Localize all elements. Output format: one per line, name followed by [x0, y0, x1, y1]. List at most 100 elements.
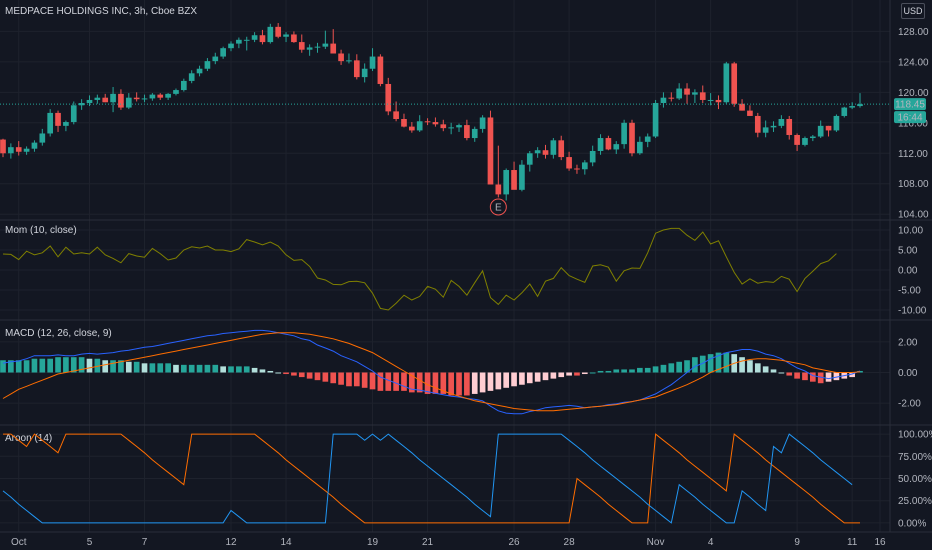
candle-body	[409, 126, 415, 131]
candle-body	[424, 121, 431, 123]
candle-body	[794, 134, 800, 145]
macd-histogram-bar	[102, 360, 109, 373]
macd-line	[2, 329, 861, 415]
macd-histogram-bar	[652, 366, 659, 373]
candle-body	[511, 170, 517, 190]
macd-histogram-bar	[479, 372, 486, 393]
macd-pane[interactable]: MACD (12, 26, close, 9) -2.00 0.00 2.00	[0, 328, 921, 415]
macd-axis[interactable]: -2.00 0.00 2.00	[898, 337, 921, 409]
macd-histogram-bar	[668, 363, 675, 373]
macd-histogram-bar	[519, 372, 525, 385]
macd-histogram-bar	[684, 360, 690, 373]
time-axis-label: 28	[564, 537, 576, 548]
time-axis-label: 11	[847, 537, 858, 548]
macd-histogram-bar	[786, 372, 793, 376]
y-axis-tick: 116.00	[898, 118, 928, 129]
macd-histogram-bar	[306, 372, 313, 379]
mom-axis[interactable]: -10.00 -5.00 0.00 5.00 10.00	[898, 226, 927, 317]
candle-body	[676, 88, 682, 99]
macd-histogram-bar	[165, 363, 171, 373]
macd-histogram-bar	[267, 370, 274, 373]
macd-histogram-bar	[70, 357, 77, 373]
time-axis-label: 4	[708, 537, 714, 548]
price-badge-bg	[894, 98, 926, 111]
candle-body	[503, 170, 510, 195]
macd-histogram-bar	[707, 354, 714, 373]
macd-histogram-bar	[361, 372, 368, 388]
candle-body	[157, 94, 164, 98]
candle-body	[86, 99, 93, 104]
candle-body	[338, 53, 344, 62]
time-axis[interactable]: Oct 5 7 12 14 19 21 26 28 Nov 4 9 11 16	[11, 537, 886, 548]
candle-body	[605, 138, 612, 150]
candle-body	[770, 125, 777, 128]
macd-histogram-bar	[78, 357, 85, 373]
candle-body	[825, 125, 832, 131]
earnings-marker[interactable]: E	[489, 198, 507, 216]
macd-histogram-bar	[385, 372, 392, 391]
candle-body	[322, 43, 329, 47]
time-axis-label: Oct	[11, 537, 27, 548]
currency-badge[interactable]: USD	[901, 3, 925, 19]
macd-histogram-bar	[495, 372, 502, 390]
macd-histogram-bar	[243, 366, 250, 373]
macd-histogram-bar	[589, 372, 596, 374]
macd-histogram-bar	[762, 366, 769, 373]
macd-histogram-bar	[809, 372, 816, 382]
macd-histogram-bar	[228, 366, 234, 373]
macd-histogram-bar	[259, 369, 266, 373]
y-axis-tick: 50.00%	[898, 474, 932, 485]
candle-body	[739, 103, 745, 111]
candle-body	[188, 73, 195, 81]
aroon-pane[interactable]: Aroon (14) 0.00% 25.00% 50.00% 75.00% 100.00…	[2, 430, 932, 530]
candle-body	[652, 103, 659, 137]
candle-body	[385, 83, 392, 112]
macd-histogram-bar	[125, 361, 132, 373]
candle-body	[581, 162, 588, 170]
macd-histogram-bar	[754, 363, 761, 373]
macd-histogram-bar	[291, 372, 297, 376]
candle-body	[110, 93, 116, 103]
candle-body	[346, 60, 352, 62]
y-axis-tick: 25.00%	[898, 496, 932, 507]
y-axis-tick: 124.00	[898, 57, 929, 68]
time-axis-label: 14	[280, 537, 292, 548]
macd-histogram-bar	[597, 370, 604, 373]
candle-body	[283, 34, 289, 37]
candle-body	[456, 125, 462, 128]
candle-body	[487, 117, 494, 185]
candle-body	[377, 56, 384, 84]
y-axis-tick: 0.00	[898, 368, 918, 379]
chart-title: MEDPACE HOLDINGS INC, 3h, Cboe BZX	[5, 6, 197, 17]
macd-histogram-bar	[15, 360, 22, 373]
price-axis[interactable]: 104.00 108.00 112.00 116.00 120.00 124.00 128.…	[898, 27, 929, 221]
macd-histogram-bar	[448, 372, 454, 396]
macd-histogram-bar	[566, 372, 572, 376]
candle-body	[526, 153, 533, 165]
price-pane[interactable]: MEDPACE HOLDINGS INC, 3h, Cboe BZX E 104…	[0, 6, 929, 221]
macd-histogram-bar	[236, 366, 242, 373]
candle-body	[809, 136, 816, 139]
y-axis-tick: 104.00	[898, 210, 929, 221]
candle-body	[47, 112, 54, 134]
candle-body	[802, 138, 808, 145]
macd-histogram-bar	[133, 361, 140, 373]
candle-body	[149, 94, 156, 99]
macd-histogram-bar	[550, 372, 557, 379]
candle-body	[125, 97, 132, 108]
macd-histogram-bar	[605, 370, 612, 373]
candle-body	[236, 39, 242, 44]
momentum-pane[interactable]: Mom (10, close) -10.00 -5.00 0.00 5.00 10.00	[2, 225, 927, 317]
aroon-axis[interactable]: 0.00% 25.00% 50.00% 75.00% 100.00%	[898, 430, 932, 530]
time-axis-label: 21	[422, 537, 434, 548]
candle-body	[629, 122, 635, 154]
y-axis-tick: 0.00%	[898, 518, 926, 529]
y-axis-tick: 2.00	[898, 337, 918, 348]
candlestick-series	[0, 23, 863, 201]
macd-histogram-bar	[471, 372, 478, 394]
y-axis-tick: 108.00	[898, 179, 929, 190]
y-axis-tick: -2.00	[898, 399, 921, 410]
candle-body	[464, 125, 470, 139]
candle-body	[519, 164, 525, 190]
